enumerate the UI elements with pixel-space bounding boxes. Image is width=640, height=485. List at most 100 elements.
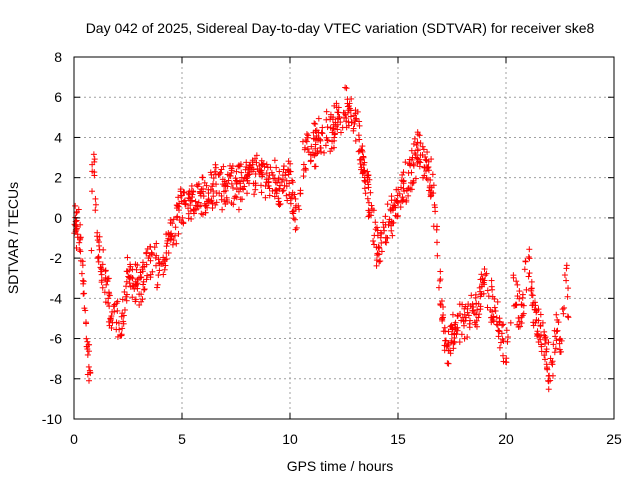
data-point <box>461 322 468 329</box>
data-point <box>416 163 423 170</box>
data-layer <box>71 84 572 393</box>
data-point <box>272 187 279 194</box>
data-point <box>394 198 401 205</box>
data-point <box>400 196 407 203</box>
data-point <box>510 272 517 279</box>
data-point <box>464 334 471 341</box>
data-point <box>139 268 146 275</box>
data-point <box>263 179 270 186</box>
data-point <box>291 191 298 198</box>
data-point <box>388 227 395 234</box>
data-point <box>462 314 469 321</box>
data-point <box>329 138 336 145</box>
data-point <box>180 189 187 196</box>
data-point <box>285 167 292 174</box>
data-point <box>223 194 230 201</box>
data-point <box>323 108 330 115</box>
data-point <box>424 149 431 156</box>
data-point <box>317 144 324 151</box>
data-point <box>213 181 220 188</box>
plot-frame <box>73 56 615 420</box>
data-point <box>98 279 105 286</box>
data-point <box>439 316 446 323</box>
data-point <box>292 226 299 233</box>
data-point <box>356 147 363 154</box>
data-point <box>288 177 295 184</box>
data-point <box>389 232 396 239</box>
data-point <box>296 206 303 213</box>
data-point <box>327 116 334 123</box>
data-point <box>302 165 309 172</box>
data-point <box>104 299 111 306</box>
data-point <box>277 182 284 189</box>
data-point <box>227 173 234 180</box>
data-point <box>77 221 84 228</box>
data-point <box>358 164 365 171</box>
data-point <box>377 258 384 265</box>
data-point <box>302 144 309 151</box>
data-point <box>500 321 507 328</box>
data-point <box>382 213 389 220</box>
data-point <box>121 288 128 295</box>
data-point <box>348 119 355 126</box>
data-point <box>319 124 326 131</box>
data-point <box>426 184 433 191</box>
data-point <box>153 252 160 259</box>
data-point <box>400 169 407 176</box>
data-point <box>454 312 461 319</box>
data-point <box>518 302 525 309</box>
data-point <box>410 177 417 184</box>
data-point <box>380 224 387 231</box>
data-point <box>469 301 476 308</box>
data-point <box>137 274 144 281</box>
data-point <box>170 237 177 244</box>
data-point <box>365 199 372 206</box>
data-point <box>99 284 106 291</box>
data-point <box>381 227 388 234</box>
data-point <box>219 181 226 188</box>
data-point <box>134 276 141 283</box>
data-point <box>231 195 238 202</box>
data-point <box>199 211 206 218</box>
data-point <box>512 302 519 309</box>
data-point <box>385 221 392 228</box>
data-point <box>427 193 434 200</box>
data-point <box>167 216 174 223</box>
data-point <box>73 217 80 224</box>
data-point <box>84 351 91 358</box>
data-point <box>454 327 461 334</box>
data-point <box>168 233 175 240</box>
data-point <box>415 158 422 165</box>
data-point <box>79 262 86 269</box>
data-point <box>331 102 338 109</box>
data-point <box>126 280 133 287</box>
data-point <box>495 327 502 334</box>
data-point <box>275 195 282 202</box>
data-point <box>414 129 421 136</box>
data-point <box>245 171 252 178</box>
data-point <box>185 205 192 212</box>
data-point <box>280 187 287 194</box>
data-point <box>160 271 167 278</box>
data-point <box>283 192 290 199</box>
data-point <box>367 189 374 196</box>
data-point <box>258 189 265 196</box>
data-point <box>471 310 478 317</box>
data-point <box>513 278 520 285</box>
data-point <box>355 132 362 139</box>
data-point <box>76 246 83 253</box>
data-point <box>265 182 272 189</box>
data-point <box>264 164 271 171</box>
data-point <box>412 151 419 158</box>
data-point <box>119 325 126 332</box>
data-point <box>153 240 160 247</box>
data-point <box>564 293 571 300</box>
data-point <box>123 297 130 304</box>
data-point <box>210 175 217 182</box>
data-point <box>466 320 473 327</box>
chart-title: Day 042 of 2025, Sidereal Day-to-day VTE… <box>86 20 595 36</box>
data-point <box>493 321 500 328</box>
data-point <box>449 311 456 318</box>
data-point <box>170 216 177 223</box>
data-point <box>313 127 320 134</box>
